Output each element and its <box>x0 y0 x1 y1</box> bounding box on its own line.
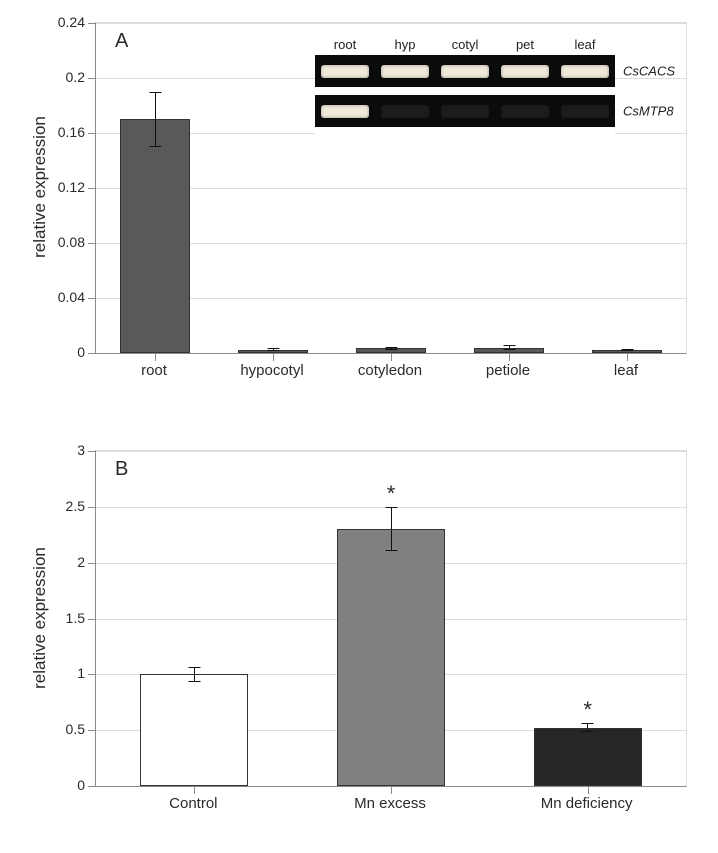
panel-b-ytick-label: 0.5 <box>35 721 85 737</box>
panel-b-xtick <box>194 786 195 794</box>
panel-b-error-bar <box>194 667 195 683</box>
panel-b-chart-area: ** <box>95 450 687 787</box>
panel-b-xtick-label: Mn deficiency <box>541 795 633 812</box>
panel-b-error-bar <box>587 723 588 732</box>
figure: relative expression00.040.080.120.160.20… <box>0 0 718 853</box>
panel-b: relative expression**00.511.522.53BContr… <box>0 0 718 853</box>
panel-b-error-bar <box>391 507 392 552</box>
panel-b-xtick-label: Mn excess <box>354 795 426 812</box>
panel-b-ytick <box>88 730 96 731</box>
panel-b-xtick-label: Control <box>169 795 217 812</box>
panel-b-ytick-label: 1.5 <box>35 610 85 626</box>
panel-b-bar <box>337 529 445 786</box>
significance-marker: * <box>583 697 592 723</box>
panel-b-xtick <box>391 786 392 794</box>
panel-b-ytick <box>88 507 96 508</box>
panel-b-ytick-label: 2.5 <box>35 498 85 514</box>
panel-b-ytick-label: 3 <box>35 442 85 458</box>
panel-b-ytick <box>88 674 96 675</box>
panel-b-xtick <box>588 786 589 794</box>
panel-b-letter: B <box>115 458 128 481</box>
panel-b-ytick <box>88 786 96 787</box>
panel-b-gridline <box>96 451 686 452</box>
panel-b-ytick <box>88 563 96 564</box>
panel-b-ytick-label: 1 <box>35 665 85 681</box>
panel-b-bar <box>140 674 248 786</box>
significance-marker: * <box>387 481 396 507</box>
panel-b-ytick-label: 2 <box>35 554 85 570</box>
panel-b-ytick <box>88 619 96 620</box>
panel-b-bar <box>534 728 642 786</box>
panel-b-ytick-label: 0 <box>35 777 85 793</box>
panel-b-ytick <box>88 451 96 452</box>
